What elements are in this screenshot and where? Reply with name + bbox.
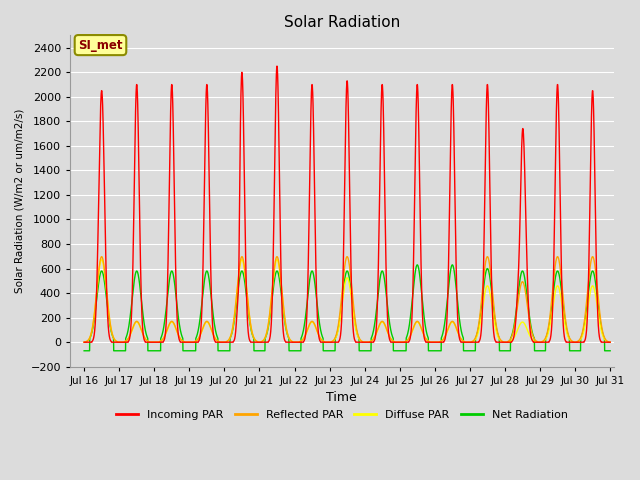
- X-axis label: Time: Time: [326, 391, 357, 404]
- Title: Solar Radiation: Solar Radiation: [284, 15, 400, 30]
- Y-axis label: Solar Radiation (W/m2 or um/m2/s): Solar Radiation (W/m2 or um/m2/s): [15, 109, 25, 293]
- Legend: Incoming PAR, Reflected PAR, Diffuse PAR, Net Radiation: Incoming PAR, Reflected PAR, Diffuse PAR…: [111, 405, 572, 424]
- Text: SI_met: SI_met: [78, 38, 123, 51]
